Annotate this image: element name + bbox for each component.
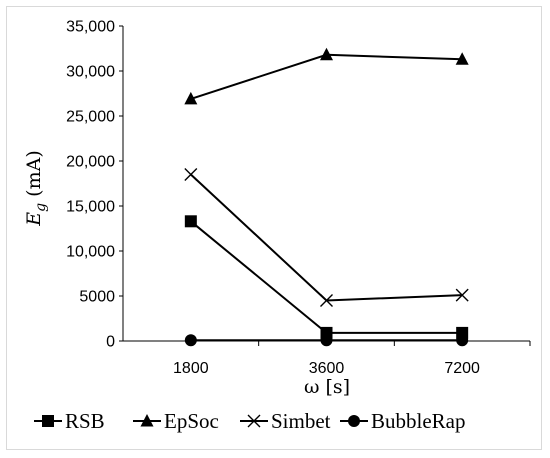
y-tick-label: 20,000 [66,154,115,171]
series-line-epsoc [190,53,463,100]
legend-label: RSB [65,409,105,433]
data-point-rsb [184,215,197,228]
y-axis-ticks: 0 5000 10,000 15,000 20,000 25,000 30,000 35,00… [66,19,123,351]
legend-marker-bubblerap [348,415,360,427]
data-point-simbet [184,168,198,181]
data-point-bubblerap [184,334,197,347]
x-tick-label: 7200 [444,360,480,377]
x-axis-ticks: 1800 3600 7200 [173,341,531,377]
data-point-epsoc [455,52,469,65]
legend-marker-epsoc [140,414,154,427]
y-tick-label: 35,000 [66,19,115,36]
legend-marker-simbet [247,414,261,428]
y-tick-label: 0 [106,334,115,351]
y-tick-label: 15,000 [66,199,115,216]
data-point-simbet [320,294,333,307]
x-tick-label: 3600 [309,360,345,377]
data-point-epsoc [184,91,198,105]
legend-label: EpSoc [164,409,219,433]
series-line-rsb [190,220,463,334]
legend-item-epsoc: EpSoc [133,409,219,433]
legend-item-simbet: Simbet [240,409,331,433]
legend-label: Simbet [271,409,331,433]
legend: RSB EpSoc Simbet BubbleRap [34,409,466,433]
legend-marker-rsb [42,415,54,427]
data-point-bubblerap [456,334,469,347]
series-line-simbet [190,173,463,302]
series-simbet [184,168,469,307]
chart-frame [6,6,542,450]
series-epsoc [184,47,469,105]
y-axis-title: Eg (mA) [23,150,49,226]
y-tick-label: 25,000 [66,109,115,126]
data-point-bubblerap [320,334,333,347]
axes [122,26,530,342]
legend-item-rsb: RSB [34,409,105,433]
series-bubblerap [184,334,469,347]
y-tick-label: 30,000 [66,64,115,81]
series-rsb [184,215,469,339]
x-tick-label: 1800 [173,360,209,377]
legend-label: BubbleRap [371,409,466,433]
legend-item-bubblerap: BubbleRap [340,409,466,433]
data-point-simbet [455,288,469,302]
data-point-epsoc [320,47,333,61]
y-tick-label: 5000 [79,289,115,306]
y-tick-label: 10,000 [66,244,115,261]
series-group [184,47,469,347]
x-axis-title: ω [s] [304,376,350,398]
